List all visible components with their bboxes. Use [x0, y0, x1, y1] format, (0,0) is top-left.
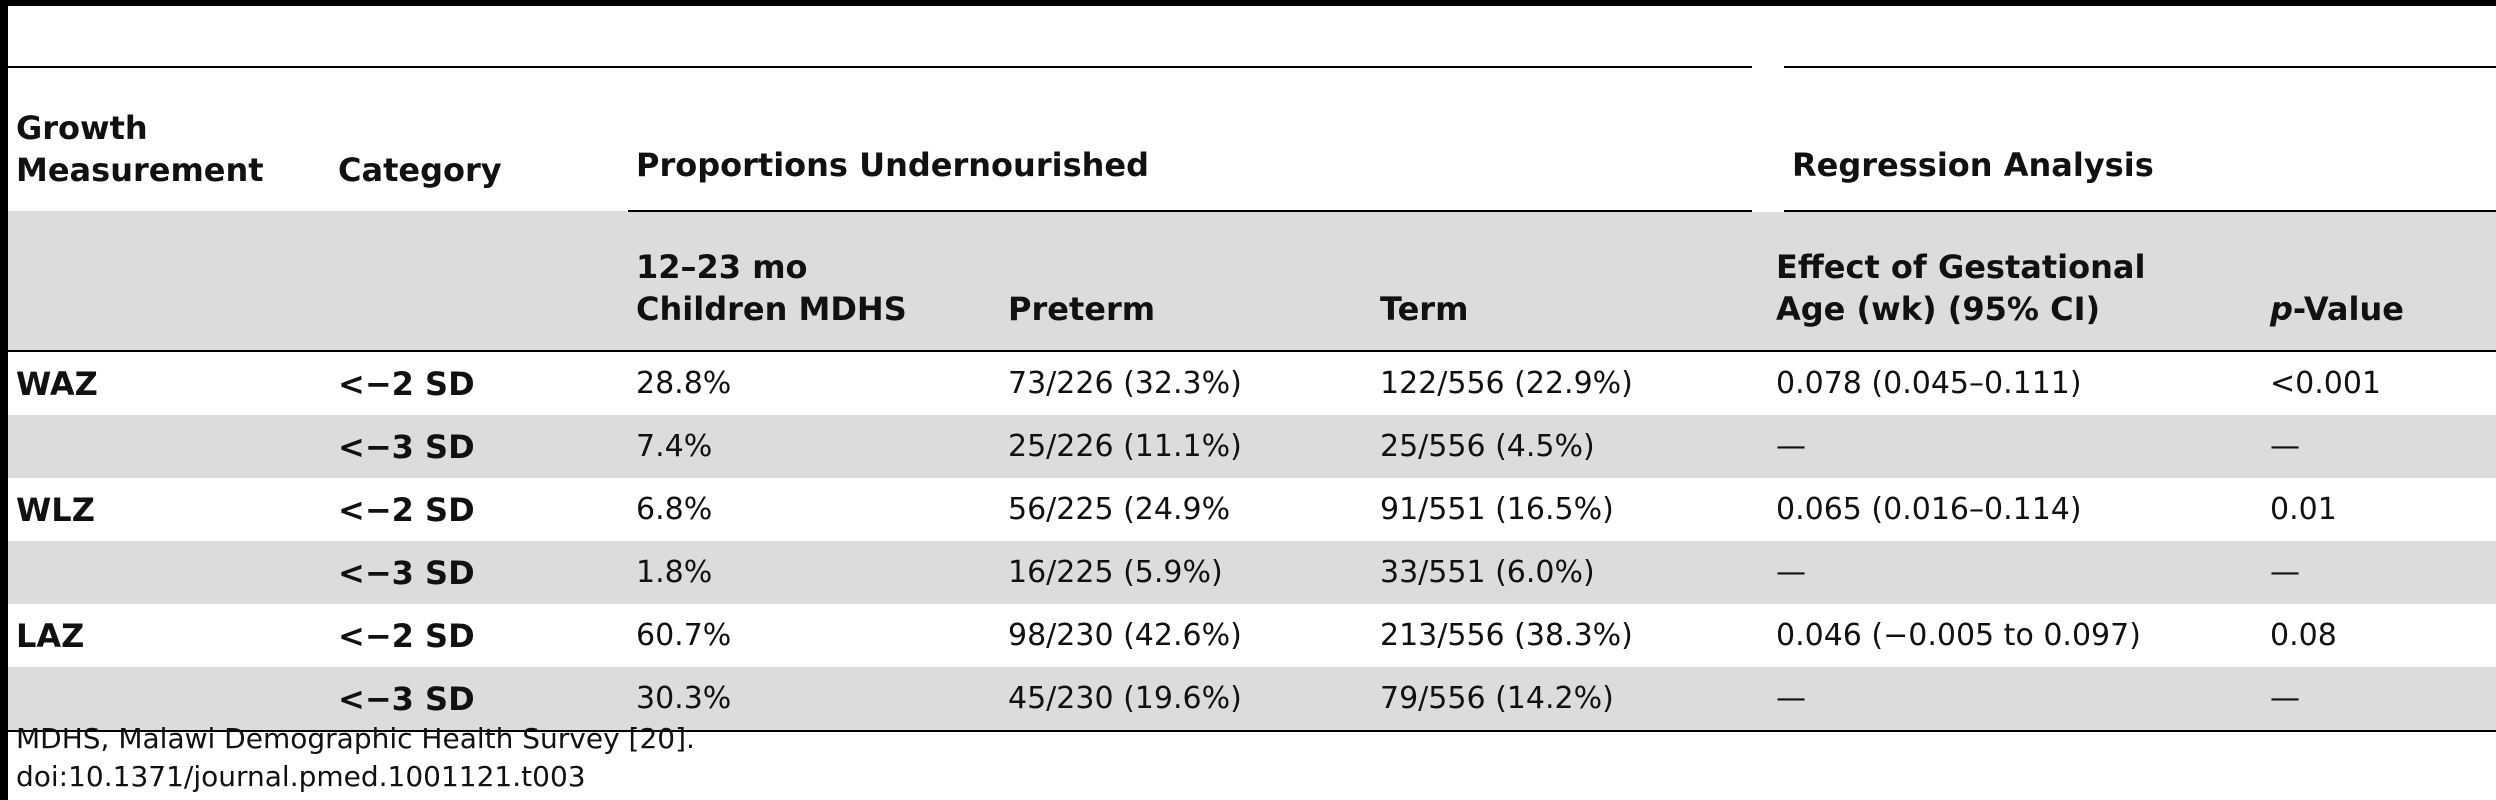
footnote-abbreviation: MDHS, Malawi Demographic Health Survey [… [16, 722, 695, 755]
cell-category: <−3 SD [330, 415, 628, 478]
cell-pvalue: 0.01 [2270, 492, 2337, 527]
top-border-rule [0, 0, 2496, 6]
cell-mdhs: 1.8% [628, 541, 1000, 604]
table-footnotes: MDHS, Malawi Demographic Health Survey [… [16, 720, 695, 796]
header-preterm: Preterm [1000, 211, 1372, 352]
header-effect-line2: Age (wk) (95% CI) [1776, 290, 2101, 328]
cell-term: 33/551 (6.0%) [1372, 541, 1768, 604]
header-pvalue-p: p [2270, 290, 2293, 328]
header-blank-category [330, 211, 628, 352]
header-group-proportions: Proportions Undernourished [628, 66, 1784, 212]
header-term: Term [1372, 211, 1768, 352]
header-row-2: 12–23 mo Children MDHS Preterm Term Effec… [8, 211, 2496, 352]
cell-category: <−2 SD [338, 490, 475, 529]
header-mdhs-line1: 12–23 mo [636, 248, 808, 286]
cell-mdhs: 6.8% [636, 492, 713, 527]
cell-measure [8, 415, 330, 478]
cell-preterm: 73/226 (32.3%) [1008, 366, 1242, 401]
left-border-rule [0, 0, 8, 800]
cell-term: 122/556 (22.9%) [1380, 366, 1633, 401]
header-mdhs: 12–23 mo Children MDHS [628, 211, 1000, 352]
header-growth-measurement-line1: Growth [16, 109, 148, 147]
table-container: Growth Measurement Category Proportions U… [8, 66, 2496, 732]
cell-mdhs: 7.4% [628, 415, 1000, 478]
cell-mdhs: 30.3% [628, 667, 1000, 732]
cell-category: <−3 SD [330, 541, 628, 604]
table-row: WLZ <−2 SD 6.8% 56/225 (24.9% 91/551 (16… [8, 478, 2496, 541]
header-mdhs-line2: Children MDHS [636, 290, 907, 328]
cell-measure: WLZ [16, 490, 95, 529]
cell-measure: LAZ [16, 616, 85, 655]
cell-term: 25/556 (4.5%) [1372, 415, 1768, 478]
header-effect: Effect of Gestational Age (wk) (95% CI) [1768, 211, 2262, 352]
cell-pvalue: 0.08 [2270, 618, 2337, 653]
cell-measure: WAZ [16, 364, 98, 403]
header-blank-measure [8, 211, 330, 352]
cell-effect: 0.078 (0.045–0.111) [1776, 366, 2082, 401]
cell-preterm: 25/226 (11.1%) [1000, 415, 1372, 478]
cell-mdhs: 28.8% [636, 366, 732, 401]
cell-preterm: 45/230 (19.6%) [1000, 667, 1372, 732]
growth-undernourishment-table: Growth Measurement Category Proportions U… [8, 66, 2496, 732]
cell-preterm: 98/230 (42.6%) [1008, 618, 1242, 653]
cell-category: <−2 SD [338, 364, 475, 403]
cell-term: 213/556 (38.3%) [1380, 618, 1633, 653]
cell-pvalue: — [2262, 415, 2496, 478]
table-row: <−3 SD 30.3% 45/230 (19.6%) 79/556 (14.2… [8, 667, 2496, 732]
cell-category: <−3 SD [330, 667, 628, 732]
footnote-doi: doi:10.1371/journal.pmed.1001121.t003 [16, 760, 586, 793]
cell-term: 79/556 (14.2%) [1372, 667, 1768, 732]
table-row: <−3 SD 7.4% 25/226 (11.1%) 25/556 (4.5%)… [8, 415, 2496, 478]
cell-effect: 0.065 (0.016–0.114) [1776, 492, 2082, 527]
table-row: <−3 SD 1.8% 16/225 (5.9%) 33/551 (6.0%) … [8, 541, 2496, 604]
cell-preterm: 56/225 (24.9% [1008, 492, 1231, 527]
header-growth-measurement-line2: Measurement [16, 151, 264, 189]
header-row-1: Growth Measurement Category Proportions U… [8, 66, 2496, 212]
header-pvalue: p-Value [2262, 211, 2496, 352]
header-growth-measurement: Growth Measurement [8, 66, 330, 211]
cell-measure [8, 541, 330, 604]
cell-effect: 0.046 (−0.005 to 0.097) [1776, 618, 2141, 653]
cell-measure [8, 667, 330, 732]
cell-term: 91/551 (16.5%) [1380, 492, 1614, 527]
cell-effect: — [1768, 541, 2262, 604]
header-group-regression: Regression Analysis [1768, 66, 2496, 212]
cell-pvalue: — [2262, 541, 2496, 604]
cell-mdhs: 60.7% [636, 618, 732, 653]
cell-category: <−2 SD [338, 616, 475, 655]
header-category: Category [330, 66, 628, 211]
header-effect-line1: Effect of Gestational [1776, 248, 2146, 286]
table-row: WAZ <−2 SD 28.8% 73/226 (32.3%) 122/556 … [8, 351, 2496, 415]
cell-pvalue: — [2262, 667, 2496, 732]
header-pvalue-rest: -Value [2292, 290, 2404, 328]
table-row: LAZ <−2 SD 60.7% 98/230 (42.6%) 213/556 … [8, 604, 2496, 667]
cell-effect: — [1768, 415, 2262, 478]
cell-effect: — [1768, 667, 2262, 732]
cell-preterm: 16/225 (5.9%) [1000, 541, 1372, 604]
cell-pvalue: <0.001 [2270, 366, 2382, 401]
